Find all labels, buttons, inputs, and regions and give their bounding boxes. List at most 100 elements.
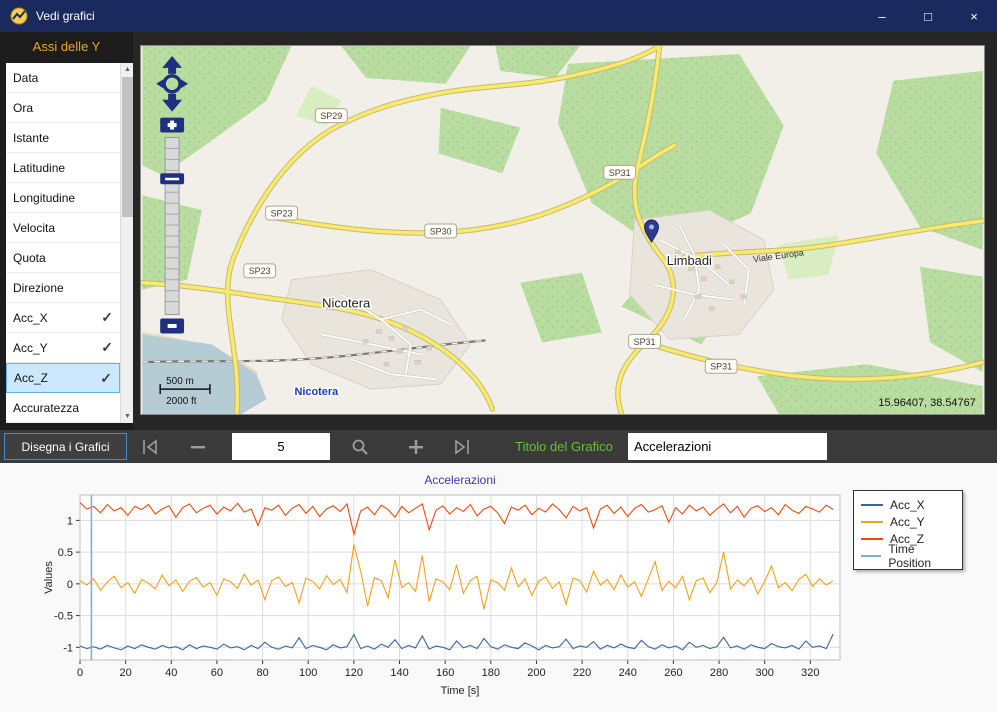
svg-text:SP29: SP29 [320, 111, 342, 121]
close-button[interactable]: × [951, 0, 997, 32]
svg-text:SP23: SP23 [249, 266, 271, 276]
svg-text:SP23: SP23 [271, 209, 293, 219]
x-tick-label: 20 [120, 667, 132, 679]
scroll-up-icon[interactable]: ▲ [124, 66, 131, 73]
pan-up-icon[interactable] [162, 55, 183, 74]
svg-text:500 m: 500 m [166, 376, 194, 387]
y-axis-item-Velocita[interactable]: Velocita [6, 213, 120, 243]
step-forward-icon[interactable] [406, 437, 426, 457]
draw-graphs-button[interactable]: Disegna i Grafici [4, 433, 127, 460]
legend-label: Acc_Y [890, 514, 925, 529]
y-tick-label: 0.5 [58, 547, 73, 559]
x-tick-label: 280 [710, 667, 728, 679]
app-icon [10, 7, 28, 25]
pan-center-icon[interactable] [162, 74, 182, 94]
position-input[interactable] [232, 433, 330, 460]
x-tick-label: 140 [390, 667, 408, 679]
map-link-label[interactable]: Nicotera [293, 385, 341, 400]
chart-legend: Acc_X Acc_Y Acc_Z Time Position [853, 490, 963, 570]
series-Acc_X [79, 633, 834, 651]
map[interactable]: 500 m 2000 ft Nicotera SP29 SP31 SP23 SP30 S… [140, 45, 985, 415]
svg-text:SP31: SP31 [710, 362, 732, 372]
legend-entry-Time-Position: Time Position [861, 542, 955, 570]
pan-down-icon[interactable] [162, 93, 183, 112]
checkmark-icon: ✓ [101, 309, 113, 325]
y-axis-item-label: Ora [13, 100, 34, 115]
chart-canvas[interactable]: 0 20 40 60 80 100 120 140 160 180 200 220 240 260 280 3… [0, 463, 997, 712]
x-tick-label: 100 [299, 667, 317, 679]
x-tick-label: 320 [801, 667, 819, 679]
y-tick-label: -0.5 [54, 611, 73, 623]
close-icon: × [970, 8, 978, 24]
y-axis-label: Values [43, 561, 55, 594]
svg-text:SP31: SP31 [634, 337, 656, 347]
checkmark-icon: ✓ [101, 339, 113, 355]
titlebar: Vedi grafici – □ × [0, 0, 997, 32]
scroll-down-icon[interactable]: ▼ [124, 413, 131, 420]
y-axis-list: Data Ora Istante Latitudine Longitudine Veloc… [6, 63, 120, 423]
y-axis-item-label: Data [13, 70, 39, 85]
y-axis-item-Direzione[interactable]: Direzione [6, 273, 120, 303]
y-axis-item-label: Istante [13, 130, 50, 145]
x-tick-label: 120 [345, 667, 363, 679]
scrollbar-thumb[interactable] [122, 77, 133, 217]
maximize-button[interactable]: □ [905, 0, 951, 32]
y-axis-item-label: Accuratezza [13, 400, 80, 415]
chart-title: Accelerazioni [424, 473, 496, 487]
y-axis-item-Latitudine[interactable]: Latitudine [6, 153, 120, 183]
search-icon[interactable] [350, 437, 370, 457]
y-axis-item-Acc_Y[interactable]: Acc_Y ✓ [6, 333, 120, 363]
road-ref-badge: SP31 [628, 333, 661, 349]
x-tick-label: 160 [436, 667, 454, 679]
map-zoom-control[interactable] [156, 55, 189, 334]
y-axis-item-Istante[interactable]: Istante [6, 123, 120, 153]
legend-label: Acc_Z [890, 531, 925, 546]
list-scrollbar[interactable]: ▲ ▼ [120, 63, 133, 423]
y-axis-item-label: Latitudine [13, 160, 66, 175]
map-canvas[interactable]: 500 m 2000 ft Nicotera SP29 SP31 SP23 SP30 S… [141, 46, 984, 414]
maximize-icon: □ [924, 8, 932, 24]
legend-line-sample [861, 537, 883, 540]
legend-entry-Acc_Y: Acc_Y [861, 513, 955, 530]
toolbar: Disegna i Grafici Titolo del Grafico [0, 430, 997, 463]
sidebar-header: Assi delle Y [32, 39, 101, 54]
place-label: Nicotera [322, 296, 371, 311]
y-axis-item-Acc_X[interactable]: Acc_X ✓ [6, 303, 120, 333]
y-axis-item-Accuratezza[interactable]: Accuratezza [6, 393, 120, 423]
chart-panel: Accelerazioni 0 20 40 60 80 100 120 140 160 180 20… [0, 463, 997, 712]
x-tick-label: 300 [756, 667, 774, 679]
minimize-button[interactable]: – [859, 0, 905, 32]
go-first-icon[interactable] [140, 437, 160, 457]
y-axis-item-Quota[interactable]: Quota [6, 243, 120, 273]
y-axis-item-label: Acc_Y [13, 340, 48, 355]
map-scale-bar: 500 m 2000 ft [159, 376, 211, 407]
chart-title-label: Titolo del Grafico [515, 439, 613, 454]
step-back-icon[interactable] [188, 437, 208, 457]
go-last-icon[interactable] [452, 437, 472, 457]
series-Acc_Y [79, 544, 834, 610]
legend-line-sample [861, 520, 883, 523]
x-tick-label: 220 [573, 667, 591, 679]
y-axis-item-Acc_Z[interactable]: Acc_Z ✓ [6, 363, 120, 393]
y-axis-item-Data[interactable]: Data [6, 63, 120, 93]
y-axis-item-Longitudine[interactable]: Longitudine [6, 183, 120, 213]
legend-entry-Acc_X: Acc_X [861, 496, 955, 513]
map-marker-icon[interactable] [644, 219, 659, 243]
zoom-slider-track[interactable] [164, 137, 180, 316]
svg-text:SP31: SP31 [609, 168, 631, 178]
y-axis-item-Ora[interactable]: Ora [6, 93, 120, 123]
legend-label: Time Position [888, 541, 932, 570]
road-ref-badge: SP23 [243, 263, 277, 279]
legend-entry-Acc_Z: Acc_Z [861, 530, 955, 547]
chart-title-input[interactable] [628, 433, 827, 460]
place-label: Limbadi [667, 253, 712, 268]
pan-left-icon[interactable] [156, 79, 164, 89]
pan-right-icon[interactable] [181, 79, 189, 89]
sidebar: Assi delle Y Data Ora Istante Latitudine Lon… [0, 32, 133, 430]
y-tick-label: 1 [67, 515, 73, 527]
legend-line-sample [861, 554, 882, 557]
minimize-icon: – [878, 8, 886, 24]
road-ref-badge: SP31 [704, 358, 738, 374]
y-axis-item-label: Acc_Z [14, 371, 49, 385]
